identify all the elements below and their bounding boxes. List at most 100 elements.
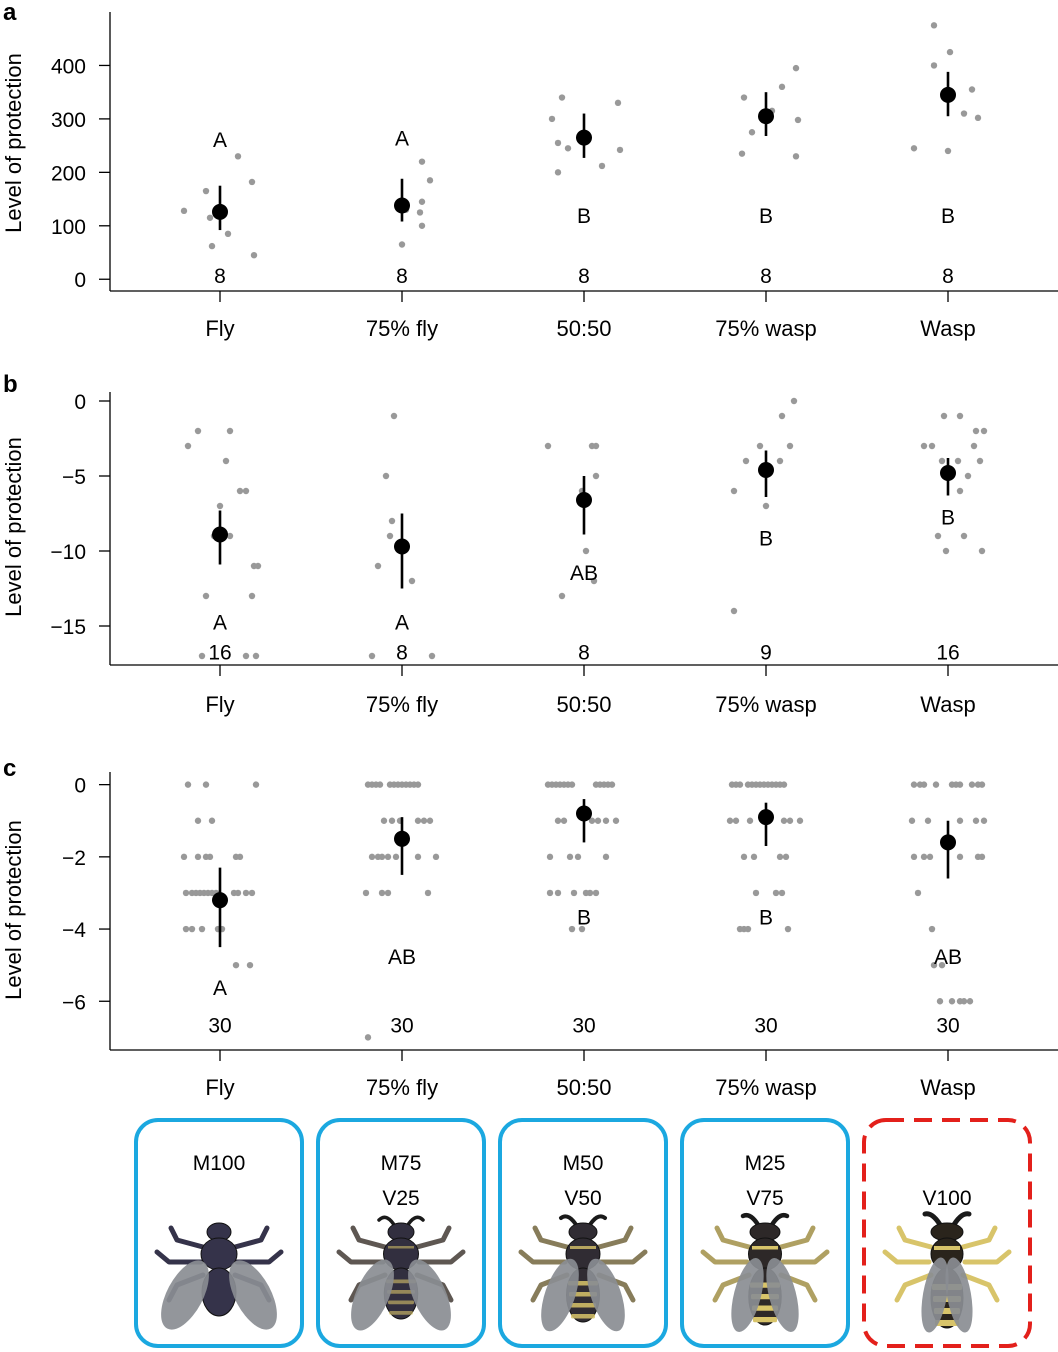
panel-c: c Level of protection 0 −2 −4 −6 Fly 75% fly 50:…: [1, 755, 1058, 1100]
data-point: [254, 562, 262, 570]
data-point: [568, 781, 576, 788]
x-tick-label: 50:50: [556, 1075, 611, 1100]
y-tick-label: 300: [51, 109, 86, 132]
data-point: [972, 817, 980, 824]
data-point: [772, 889, 780, 897]
data-point: [782, 853, 790, 861]
data-point: [184, 781, 192, 788]
significance-letter: B: [941, 507, 955, 530]
data-point: [602, 853, 610, 861]
y-tick-label: 400: [51, 55, 86, 78]
data-point: [242, 652, 250, 660]
morph-box: M100: [134, 1118, 304, 1348]
data-point: [966, 998, 974, 1005]
data-point: [236, 853, 244, 861]
x-tick-label: Fly: [205, 692, 234, 717]
morph-label-line1: M50: [563, 1152, 604, 1175]
data-point: [376, 781, 384, 788]
data-point: [216, 502, 224, 510]
significance-letter: A: [395, 612, 409, 635]
data-point: [574, 853, 582, 861]
mean-point: [576, 492, 592, 508]
data-point: [242, 487, 250, 495]
data-point: [948, 998, 956, 1005]
morph-label-line2: V100: [922, 1187, 971, 1210]
data-point: [956, 412, 964, 420]
data-point: [398, 241, 406, 248]
data-point: [248, 889, 256, 897]
significance-letter: AB: [570, 562, 598, 585]
data-point: [202, 592, 210, 600]
data-point: [732, 817, 740, 824]
data-point: [930, 22, 938, 29]
data-point: [578, 925, 586, 933]
data-point: [914, 889, 922, 897]
data-point: [944, 147, 952, 155]
panel-b: b Level of protection 0 −5 −10 −15 Fly 75% fly 5…: [1, 371, 1058, 717]
x-tick-label: 75% fly: [366, 692, 438, 717]
data-point: [378, 853, 386, 861]
mean-point: [394, 197, 410, 214]
data-point: [194, 427, 202, 435]
data-point: [384, 889, 392, 897]
data-point: [592, 472, 600, 480]
sample-size-label: 30: [754, 1015, 777, 1038]
data-point: [938, 961, 946, 969]
data-point: [968, 781, 976, 788]
data-point: [602, 817, 610, 824]
data-point: [236, 487, 244, 495]
data-point: [790, 397, 798, 405]
data-point: [546, 853, 554, 861]
morph-label-line2: V75: [746, 1187, 783, 1210]
data-point: [362, 889, 370, 897]
data-point: [554, 139, 562, 147]
y-tick-label: −4: [62, 919, 86, 942]
data-point: [910, 781, 918, 788]
data-point: [194, 853, 202, 861]
data-point: [202, 187, 210, 195]
data-point: [786, 817, 794, 824]
significance-letter: A: [395, 128, 409, 151]
data-point: [744, 925, 752, 933]
data-point: [232, 961, 240, 969]
data-point: [756, 442, 764, 450]
significance-letter: AB: [934, 946, 962, 969]
data-point: [974, 114, 982, 122]
sample-size-label: 8: [578, 265, 590, 288]
data-point: [208, 242, 216, 250]
data-point: [972, 427, 980, 435]
data-point: [956, 817, 964, 824]
data-point: [414, 781, 422, 788]
y-tick-label: −6: [62, 991, 86, 1014]
data-point: [428, 652, 436, 660]
data-point: [432, 853, 440, 861]
data-point: [930, 961, 938, 969]
data-point: [936, 998, 944, 1005]
data-point: [248, 178, 256, 186]
data-point: [382, 472, 390, 480]
data-point: [414, 853, 422, 861]
data-point: [910, 145, 918, 152]
data-point: [792, 153, 800, 160]
sample-size-label: 8: [396, 265, 408, 288]
data-point: [778, 412, 786, 420]
data-point: [234, 153, 242, 160]
data-point: [970, 442, 978, 450]
data-point: [968, 86, 976, 93]
panel-a: a Level of protection 0 100 200 300 400 Fly 75% …: [1, 0, 1058, 341]
data-point: [730, 487, 738, 495]
data-point: [592, 442, 600, 450]
panel-letter: c: [3, 755, 16, 782]
data-point: [224, 230, 232, 238]
data-point: [206, 853, 214, 861]
data-point: [928, 925, 936, 933]
data-point: [566, 853, 574, 861]
data-point: [426, 817, 434, 824]
morph-box: V100: [862, 1118, 1032, 1348]
data-point: [248, 592, 256, 600]
data-point: [202, 781, 210, 788]
data-point: [976, 457, 984, 465]
data-point: [424, 889, 432, 897]
data-point: [208, 817, 216, 824]
data-point: [564, 145, 572, 152]
